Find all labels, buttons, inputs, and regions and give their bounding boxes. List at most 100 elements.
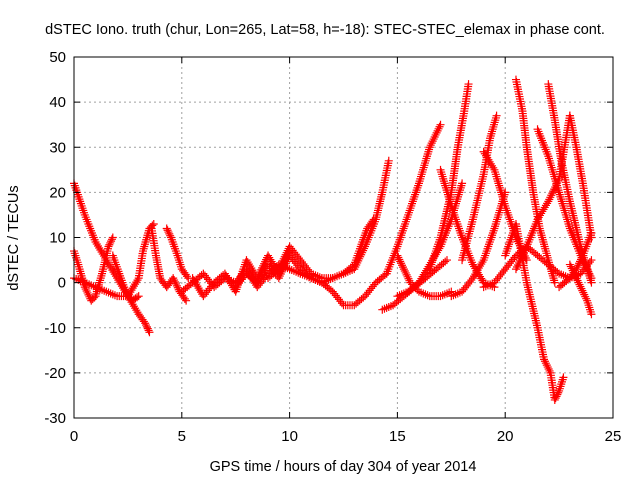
data-point xyxy=(428,137,437,146)
data-point xyxy=(353,258,362,267)
data-point xyxy=(260,266,269,275)
data-point xyxy=(244,260,253,269)
data-point xyxy=(567,264,576,273)
series-31 xyxy=(565,260,596,319)
data-point xyxy=(433,126,442,135)
data-point xyxy=(208,280,217,289)
data-point xyxy=(473,266,482,275)
data-point xyxy=(464,80,473,89)
data-point xyxy=(550,278,559,287)
data-point xyxy=(578,286,587,295)
data-point xyxy=(552,392,561,401)
data-point xyxy=(253,278,262,287)
x-tick-label: 25 xyxy=(605,428,622,445)
data-point xyxy=(559,373,568,382)
data-point xyxy=(82,287,91,296)
data-point xyxy=(95,244,104,253)
data-point xyxy=(535,211,544,220)
data-point xyxy=(277,258,286,267)
data-point xyxy=(132,278,141,287)
data-point xyxy=(538,207,547,216)
data-point xyxy=(581,292,590,301)
data-point xyxy=(165,229,174,238)
data-point xyxy=(96,246,105,255)
data-point xyxy=(577,253,586,262)
data-point xyxy=(442,256,451,265)
data-point xyxy=(107,237,116,246)
data-point xyxy=(258,270,267,279)
data-point xyxy=(482,151,491,160)
data-point xyxy=(543,199,552,208)
data-point xyxy=(544,197,553,206)
data-point xyxy=(393,251,402,260)
data-point xyxy=(360,244,369,253)
data-point xyxy=(275,263,284,272)
data-point xyxy=(541,201,550,210)
data-point xyxy=(575,259,584,268)
data-point xyxy=(397,259,406,268)
data-point xyxy=(512,263,521,272)
data-point xyxy=(359,246,368,255)
data-point xyxy=(470,272,479,281)
data-point xyxy=(486,159,495,168)
data-point xyxy=(81,285,90,294)
data-point xyxy=(570,270,579,279)
data-point xyxy=(193,282,202,291)
data-point xyxy=(254,276,263,285)
data-point xyxy=(577,284,586,293)
data-point xyxy=(108,266,117,275)
data-point xyxy=(358,248,367,257)
data-point xyxy=(195,286,204,295)
data-point xyxy=(547,191,556,200)
data-point xyxy=(281,250,290,259)
series-28 xyxy=(544,80,596,287)
data-point xyxy=(573,276,582,285)
data-point xyxy=(422,266,431,275)
data-point xyxy=(162,224,171,233)
series-13 xyxy=(339,156,393,278)
data-point xyxy=(352,260,361,269)
data-point xyxy=(220,269,229,278)
data-point xyxy=(544,365,553,374)
chart-title: dSTEC Iono. truth (chur, Lon=265, Lat=58… xyxy=(45,22,605,38)
data-point xyxy=(128,284,137,293)
data-point xyxy=(537,209,546,218)
data-point xyxy=(551,394,560,403)
data-point xyxy=(436,120,445,129)
data-point xyxy=(172,281,181,290)
data-point xyxy=(414,278,423,287)
data-point xyxy=(189,276,198,285)
data-point xyxy=(587,278,596,287)
data-point xyxy=(226,279,235,288)
data-point xyxy=(409,282,418,291)
data-point xyxy=(483,153,492,162)
data-point xyxy=(394,253,403,262)
data-point xyxy=(359,293,368,302)
data-point xyxy=(476,262,485,271)
data-point xyxy=(84,290,93,299)
data-point xyxy=(163,226,172,235)
y-axis-label: dSTEC / TECUs xyxy=(6,185,22,290)
data-point xyxy=(425,143,434,152)
data-point xyxy=(149,219,158,228)
data-point xyxy=(540,357,549,366)
data-point xyxy=(576,255,585,264)
data-point xyxy=(550,395,559,404)
data-point xyxy=(511,265,520,274)
data-point xyxy=(91,238,100,247)
data-point xyxy=(480,149,489,158)
data-point xyxy=(472,268,481,277)
data-point xyxy=(107,264,116,273)
data-point xyxy=(587,233,596,242)
data-point xyxy=(549,187,558,196)
data-point xyxy=(259,268,268,277)
y-tick-label: 40 xyxy=(49,94,66,111)
data-point xyxy=(247,264,256,273)
data-point xyxy=(276,270,285,279)
data-point xyxy=(188,274,197,283)
data-point xyxy=(426,141,435,150)
data-point xyxy=(545,366,554,375)
data-point xyxy=(488,161,497,170)
data-point xyxy=(540,355,549,364)
series-26 xyxy=(501,219,568,404)
